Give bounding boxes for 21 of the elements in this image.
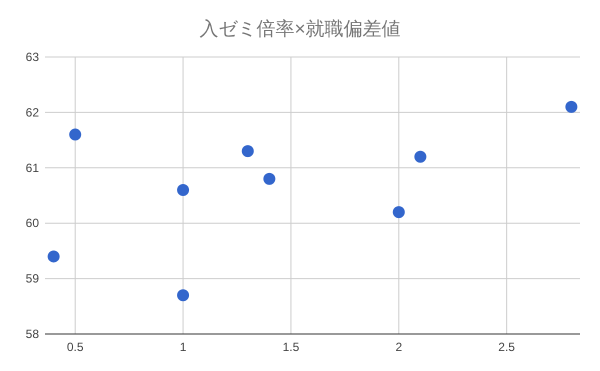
point	[242, 145, 254, 158]
point	[392, 206, 405, 218]
y-tick-label: 63	[26, 50, 40, 64]
y-tick-label: 60	[26, 216, 40, 230]
x-tick-label: 2	[395, 340, 402, 354]
x-tick-label: 1	[180, 340, 187, 354]
x-tick-label: 0.5	[66, 340, 84, 354]
point	[177, 184, 190, 196]
point	[263, 172, 276, 185]
x-tick-label: 1.5	[282, 340, 300, 354]
point	[414, 150, 426, 163]
point	[69, 128, 82, 141]
y-tick-label: 58	[26, 327, 40, 341]
point	[48, 250, 60, 262]
y-tick-label: 62	[26, 105, 40, 120]
chart-title: 入ゼミ倍率×就職偏差値	[199, 18, 401, 40]
y-tick-label: 61	[26, 160, 40, 175]
point	[177, 289, 190, 302]
y-tick-label: 59	[26, 272, 40, 286]
point	[565, 100, 578, 113]
x-tick-label: 2.5	[498, 340, 516, 354]
